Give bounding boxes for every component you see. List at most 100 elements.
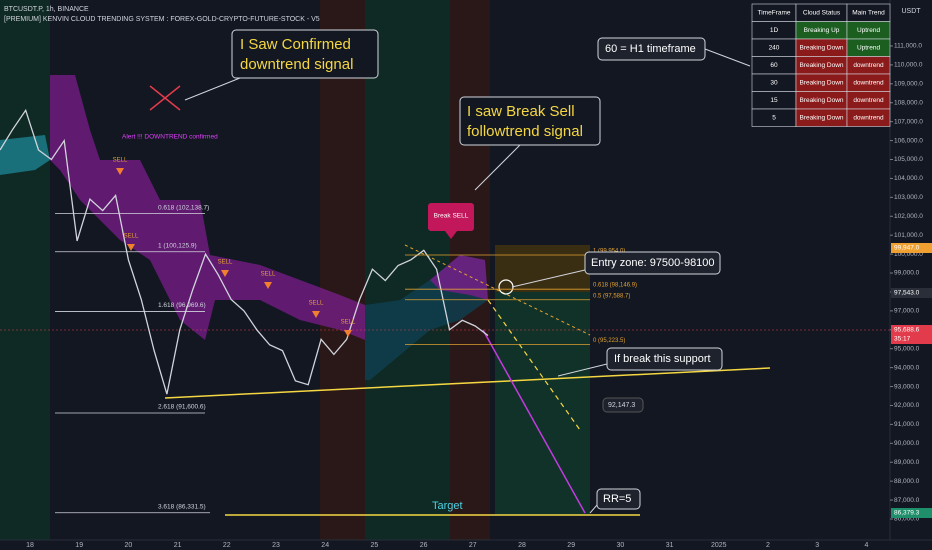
- y-tick-label: 104,000.0: [894, 175, 923, 182]
- y-tick-label: 95,000.0: [894, 345, 920, 352]
- cloud-bear: [50, 75, 365, 340]
- x-tick-label: 23: [272, 542, 280, 549]
- x-tick-label: 2025: [711, 542, 727, 549]
- callout-text: Break SELL: [434, 213, 469, 220]
- callout-text: 92,147.3: [608, 402, 635, 409]
- table-text: Breaking Down: [799, 114, 843, 121]
- profit-zone: [495, 292, 590, 515]
- fib-label: 3.618 (86,331.5): [158, 503, 206, 510]
- sell-marker: [264, 282, 272, 289]
- break-sell-box: [428, 203, 474, 231]
- price-tag-text: 35:17: [894, 336, 911, 343]
- callout-box: [459, 96, 601, 146]
- table-text: downtrend: [853, 97, 884, 104]
- x-tick-label: 26: [420, 542, 428, 549]
- sell-marker: [116, 168, 124, 175]
- price-tag: [891, 334, 932, 344]
- y-tick-label: 105,000.0: [894, 156, 923, 163]
- price-tag-text: 86,379.3: [894, 510, 920, 517]
- callout-box: [602, 397, 644, 413]
- y-tick-label: 102,000.0: [894, 213, 923, 220]
- sell-marker: [312, 311, 320, 318]
- callout-box: [584, 251, 721, 275]
- price-tag-text: 95,688.6: [894, 327, 920, 334]
- sell-marker: [221, 270, 229, 277]
- x-tick-label: 19: [75, 542, 83, 549]
- callout-pointer: [557, 363, 608, 377]
- support-line: [164, 367, 771, 399]
- x-tick-label: 21: [174, 542, 182, 549]
- session-band: [320, 0, 365, 540]
- y-tick-label: 92,000.0: [894, 402, 920, 409]
- table-text: Uptrend: [857, 44, 881, 51]
- price-tag: [891, 243, 932, 253]
- table-text: Breaking Down: [799, 44, 843, 51]
- table-text: downtrend: [853, 79, 884, 86]
- price-tag-text: 99,947.0: [894, 245, 920, 252]
- callout-pointer: [511, 269, 586, 288]
- callout-text: 60 = H1 timeframe: [605, 43, 696, 55]
- cross: [149, 85, 181, 111]
- x-tick-label: 31: [666, 542, 674, 549]
- fib-label: 0 (95,223.5): [593, 338, 625, 344]
- callout-text: downtrend signal: [240, 56, 353, 73]
- table-text: Main Trend: [852, 9, 885, 16]
- sell-label: SELL: [261, 272, 276, 278]
- sell-label: SELL: [309, 301, 324, 307]
- x-tick-label: 4: [864, 542, 868, 549]
- y-tick-label: 94,000.0: [894, 364, 920, 371]
- table-text: TimeFrame: [758, 9, 791, 16]
- projection-arrow: [482, 329, 586, 514]
- callout-text: Alert !!! DOWNTREND confirmed: [122, 134, 218, 141]
- y-tick-label: 88,000.0: [894, 478, 920, 485]
- sell-label: SELL: [113, 158, 128, 164]
- y-tick-label: 111,000.0: [894, 43, 922, 50]
- x-tick-label: 3: [815, 542, 819, 549]
- callout-box: [606, 347, 723, 371]
- x-tick-label: 2: [766, 542, 770, 549]
- y-tick-label: 86,000.0: [894, 516, 920, 523]
- price-tag: [891, 288, 932, 298]
- table-text: downtrend: [853, 62, 884, 69]
- callout-text: followtrend signal: [467, 123, 583, 140]
- x-tick-label: 22: [223, 542, 231, 549]
- price-tag: [891, 325, 932, 335]
- sell-label: SELL: [218, 260, 233, 266]
- callout-pointer: [184, 77, 241, 101]
- callout-box: [596, 488, 641, 510]
- y-tick-label: 110,000.0: [894, 62, 923, 69]
- x-tick-label: 24: [321, 542, 329, 549]
- chart-title: BTCUSDT.P, 1h, BINANCE: [4, 6, 89, 13]
- callout-text: Target: [432, 500, 463, 512]
- callout-box: [231, 29, 379, 79]
- table-cell: [846, 108, 891, 127]
- y-tick-label: 90,000.0: [894, 440, 920, 447]
- price-tag-text: 97,543.0: [894, 290, 920, 297]
- y-tick-label: 100,000.0: [894, 251, 923, 258]
- y-tick-label: 93,000.0: [894, 383, 920, 390]
- table-text: Breaking Down: [799, 79, 843, 86]
- table-text: downtrend: [853, 114, 884, 121]
- table-text: Breaking Up: [804, 27, 840, 34]
- callout-pointer: [474, 144, 521, 191]
- x-tick-label: 28: [518, 542, 526, 549]
- fib-label: 1 (100,125.9): [158, 242, 197, 249]
- fib-label: 0.618 (98,146.9): [593, 283, 637, 289]
- callout-pointer: [704, 48, 751, 67]
- currency: USDT: [901, 8, 921, 15]
- sell-label: SELL: [341, 320, 356, 326]
- y-tick-label: 108,000.0: [894, 99, 923, 106]
- x-tick-label: 18: [26, 542, 34, 549]
- table-text: 15: [770, 97, 778, 104]
- trend-dashed: [404, 244, 591, 336]
- x-tick-label: 29: [567, 542, 575, 549]
- table-text: 1D: [770, 27, 779, 34]
- y-tick-label: 91,000.0: [894, 421, 920, 428]
- sell-label: SELL: [124, 234, 139, 240]
- callout-text: If break this support: [614, 353, 711, 365]
- y-tick-label: 106,000.0: [894, 137, 923, 144]
- session-band: [365, 0, 450, 540]
- cloud-bear: [430, 255, 488, 300]
